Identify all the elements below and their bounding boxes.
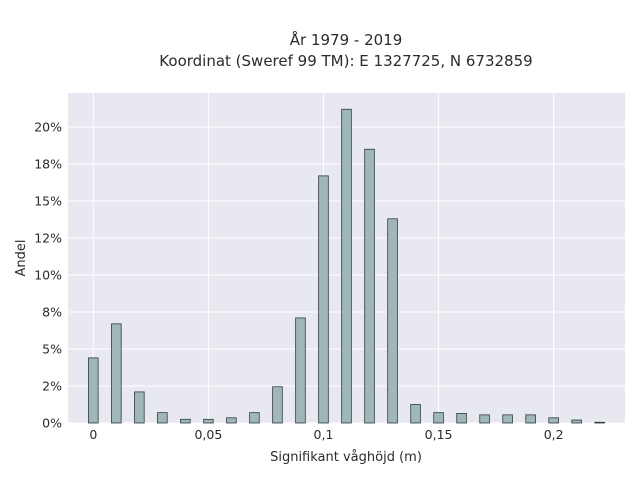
y-tick-label: 0% [42,416,62,431]
histogram-bar [479,414,490,424]
histogram-bar [410,404,421,424]
histogram-bar [272,386,283,424]
histogram-bar [180,418,191,424]
histogram-bar [502,414,513,424]
histogram-bar [203,418,214,424]
histogram-bar [111,323,122,424]
y-tick-label: 10% [34,268,62,283]
histogram-bar [249,412,260,424]
x-tick-label: 0,05 [194,427,222,442]
histogram-bar [525,414,536,424]
y-tick-label: 20% [34,120,62,135]
y-axis-label: Andel [14,240,29,277]
histogram-bar [157,412,168,424]
y-tick-label: 8% [42,305,62,320]
histogram-bar [295,317,306,424]
y-tick-label: 12% [34,231,62,246]
x-tick-label: 0,1 [314,427,334,442]
y-tick-label: 2% [42,379,62,394]
bars [88,108,605,424]
histogram-bar [88,357,99,424]
histogram-bar [226,417,237,424]
histogram-bar [318,175,329,424]
tick-labels: 0% 2% 5% 8% 10% 12% 15% 18% 20% 0 0,05 0,1 0,15 0,2 [34,120,563,442]
x-tick-label: 0,15 [425,427,453,442]
histogram-bar [433,412,444,424]
histogram-bar [456,412,467,424]
histogram-bar [571,419,582,424]
histogram-bar [594,421,605,424]
y-tick-label: 5% [42,342,62,357]
histogram-bar [387,218,398,424]
y-tick-label: 15% [34,194,62,209]
histogram-bar [364,148,375,424]
y-tick-label: 18% [34,157,62,172]
chart-subtitle: Koordinat (Sweref 99 TM): E 1327725, N 6… [159,52,532,70]
histogram-bar [341,108,352,424]
x-axis-label: Signifikant våghöjd (m) [270,450,422,465]
x-tick-label: 0,2 [544,427,564,442]
x-tick-label: 0 [89,427,97,442]
chart-title: År 1979 - 2019 [290,30,403,49]
histogram-bar [134,391,145,424]
histogram-bar [548,417,559,424]
